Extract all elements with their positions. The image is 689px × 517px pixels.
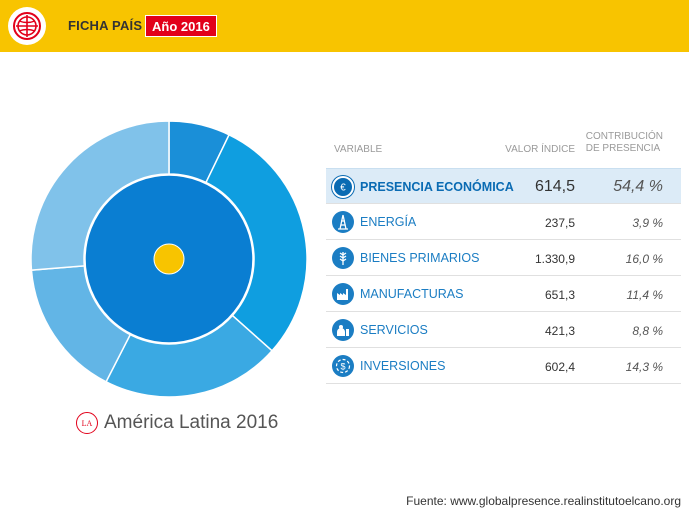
row-label: SERVICIOS [360, 323, 428, 337]
header-contribution-line1: CONTRIBUCIÓN [585, 131, 663, 142]
svg-text:$: $ [340, 362, 345, 372]
wheat-icon [332, 247, 354, 269]
table-header: VARIABLE VALOR ÍNDICE CONTRIBUCIÓN DE PR… [326, 130, 681, 168]
table-row[interactable]: BIENES PRIMARIOS 1.330,9 16,0 % [326, 240, 681, 276]
globe-icon [13, 12, 41, 40]
donut-center-dot [153, 243, 185, 275]
row-value: 651,3 [544, 288, 575, 302]
source-note: Fuente: www.globalpresence.realinstituto… [406, 494, 681, 508]
header-variable: VARIABLE [334, 144, 383, 155]
row-contribution: 14,3 % [625, 360, 663, 374]
svg-text:€: € [340, 182, 346, 193]
row-contribution: 16,0 % [625, 252, 663, 266]
oil-rig-icon [332, 211, 354, 233]
service-icon [332, 319, 354, 341]
row-contribution: 54,4 % [613, 178, 663, 195]
investment-icon: $ [332, 355, 354, 377]
row-value: 421,3 [544, 324, 575, 338]
table-row[interactable]: ENERGÍA 237,5 3,9 % [326, 204, 681, 240]
year-badge[interactable]: Año 2016 [145, 15, 217, 37]
row-label: ENERGÍA [360, 215, 417, 229]
slice-bienes-primarios[interactable] [205, 133, 308, 352]
variables-table: VARIABLE VALOR ÍNDICE CONTRIBUCIÓN DE PR… [326, 130, 681, 384]
table-row[interactable]: € PRESENCIA ECONÓMICA 614,5 54,4 % [326, 168, 681, 204]
header-bar: FICHA PAÍS Año 2016 [0, 0, 689, 52]
table-row[interactable]: MANUFACTURAS 651,3 11,4 % [326, 276, 681, 312]
table-body: € PRESENCIA ECONÓMICA 614,5 54,4 % ENERGÍA 23… [326, 168, 681, 384]
header-contribution-line2: DE PRESENCIA [585, 143, 661, 154]
row-value: 1.330,9 [534, 252, 575, 266]
table-row[interactable]: $ INVERSIONES 602,4 14,3 % [326, 348, 681, 384]
row-contribution: 8,8 % [632, 324, 663, 338]
row-label: MANUFACTURAS [360, 287, 464, 301]
region-legend: LA América Latina 2016 [76, 412, 278, 434]
row-contribution: 11,4 % [626, 288, 663, 302]
factory-icon [332, 283, 354, 305]
header-value: VALOR ÍNDICE [505, 144, 575, 155]
row-value: 614,5 [534, 178, 575, 195]
row-label: INVERSIONES [360, 359, 446, 373]
presence-donut-chart [30, 120, 308, 398]
page-title: FICHA PAÍS [68, 18, 143, 33]
euro-icon: € [332, 176, 354, 198]
logo[interactable] [8, 7, 46, 45]
region-label: América Latina 2016 [104, 412, 279, 433]
slice-inversiones[interactable] [30, 120, 170, 271]
header-contribution: CONTRIBUCIÓN DE PRESENCIA [586, 131, 663, 155]
region-badge-icon: LA [76, 412, 98, 434]
row-value: 602,4 [544, 360, 575, 374]
table-row[interactable]: SERVICIOS 421,3 8,8 % [326, 312, 681, 348]
row-value: 237,5 [544, 216, 575, 230]
row-contribution: 3,9 % [632, 216, 663, 230]
row-label: PRESENCIA ECONÓMICA [360, 180, 514, 194]
row-label: BIENES PRIMARIOS [360, 251, 480, 265]
